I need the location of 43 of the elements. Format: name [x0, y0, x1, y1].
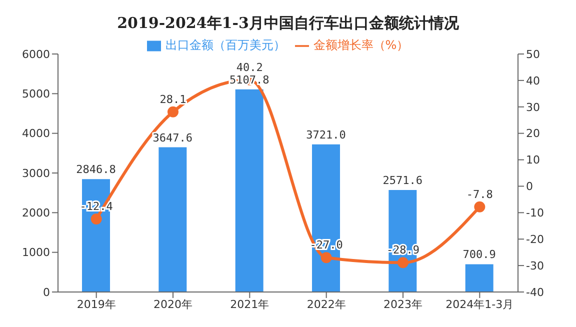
y2-tick-label: -10	[526, 206, 544, 220]
data-label: 700.9	[462, 248, 496, 262]
chart-title: 2019-2024年1-3月中国自行车出口金额统计情况	[116, 13, 460, 33]
data-label: 3647.6	[152, 131, 193, 144]
y2-tick-label: 10	[526, 154, 540, 167]
data-label: 2846.8	[76, 163, 116, 176]
data-label: 28.1	[160, 92, 186, 106]
bar	[235, 89, 264, 292]
x-tick-label: 2021年	[230, 298, 270, 311]
y2-tick-label: 40	[526, 74, 540, 88]
y2-tick-label: -40	[526, 286, 544, 299]
y-tick-label: 3000	[22, 166, 50, 180]
bar	[158, 147, 187, 292]
y-tick-label: 6000	[22, 48, 50, 61]
y2-tick-label: 20	[526, 127, 540, 140]
point	[168, 106, 178, 118]
legend-label: 出口金额（百万美元）	[165, 38, 286, 52]
data-label: 2571.6	[382, 174, 423, 187]
y-tick-label: 4000	[22, 127, 50, 140]
point	[320, 252, 332, 264]
legend-label: 金额增长率（%）	[313, 38, 409, 52]
x-tick-label: 2024年1-3月	[446, 298, 514, 311]
y2-tick-label: 50	[526, 48, 540, 61]
x-tick-label: 2020年	[154, 298, 192, 311]
data-label: 3721.0	[306, 128, 346, 142]
point	[398, 257, 408, 268]
y-tick-label: 5000	[22, 88, 50, 101]
point	[474, 201, 486, 212]
bar	[465, 264, 494, 292]
y-tick-label: 0	[43, 286, 50, 299]
x-tick-label: 2019年	[76, 298, 116, 311]
x-tick-label: 2022年	[306, 298, 346, 311]
y2-tick-label: -20	[526, 233, 544, 246]
point	[90, 214, 102, 225]
y2-tick-label: -30	[526, 259, 544, 272]
y-tick-label: 2000	[22, 206, 50, 220]
x-tick-label: 2023年	[384, 298, 422, 311]
data-label: 40.2	[236, 60, 263, 74]
y2-tick-label: 0	[526, 180, 533, 194]
y2-tick-label: 30	[526, 100, 540, 114]
data-label: -7.8	[466, 188, 493, 201]
y-tick-label: 1000	[22, 246, 50, 260]
bar	[388, 190, 417, 292]
